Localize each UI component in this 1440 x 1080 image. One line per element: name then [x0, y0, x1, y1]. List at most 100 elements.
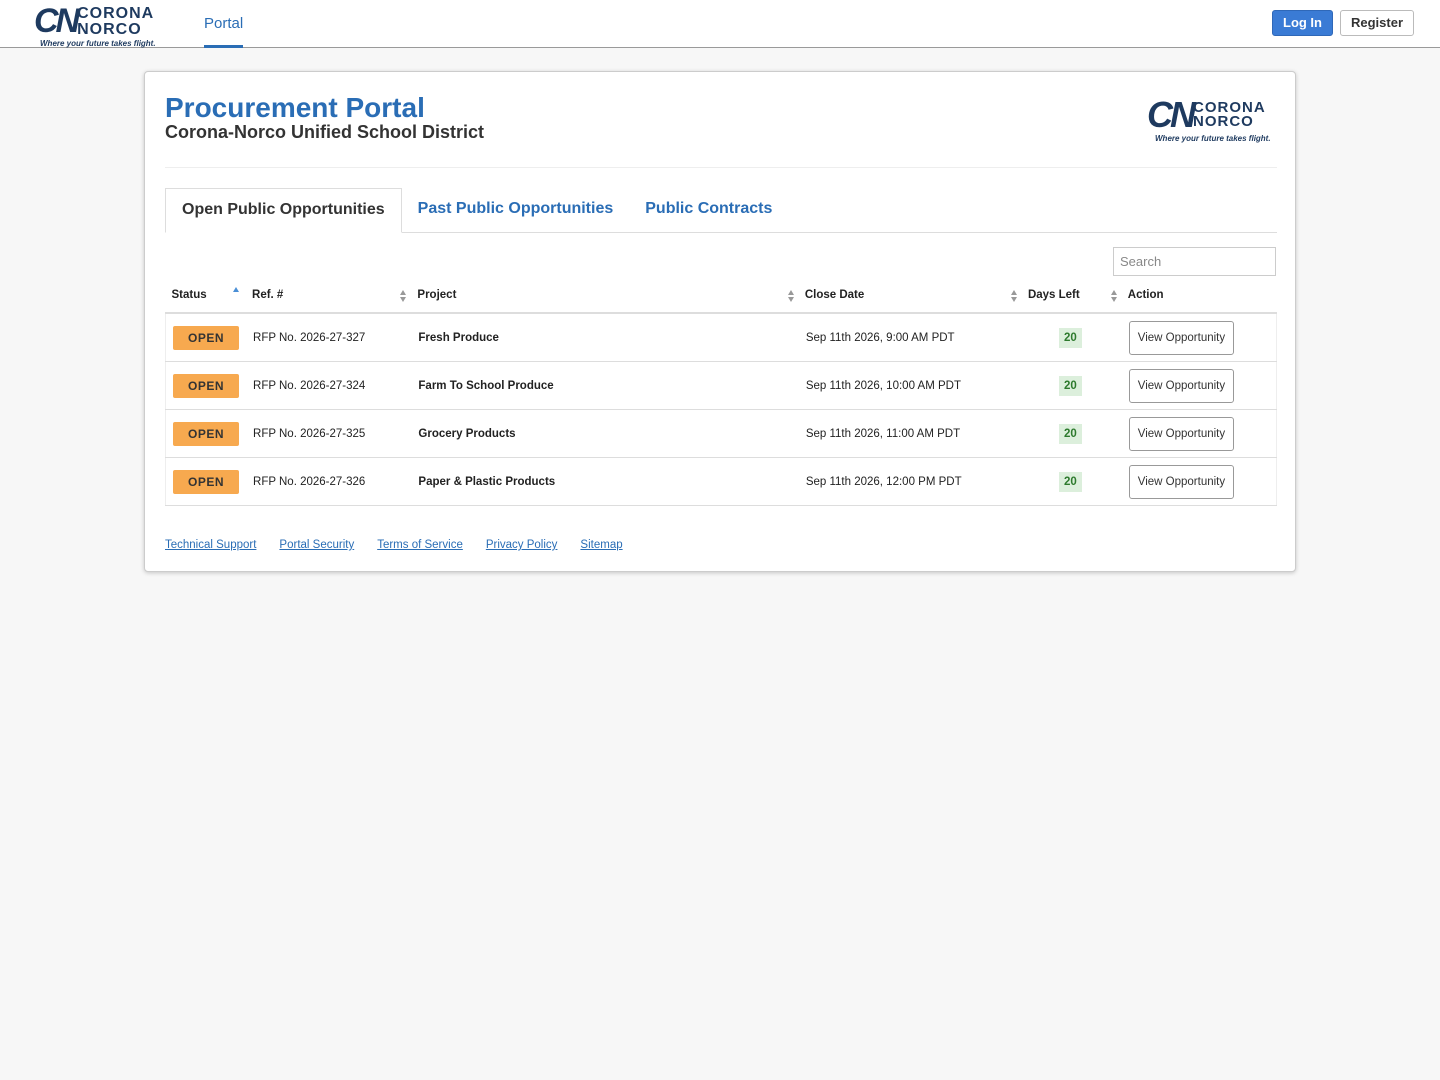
logo-mark: CN [34, 2, 80, 40]
sort-icon[interactable] [399, 289, 407, 303]
footer-link[interactable]: Sitemap [580, 539, 623, 551]
logo-line: NORCO [1193, 113, 1254, 130]
status-badge: OPEN [173, 421, 240, 446]
table-cell: OPEN [165, 409, 247, 458]
table-cell: RFP No. 2026-27-325 [246, 409, 412, 458]
column-header[interactable]: Close Date [798, 278, 1022, 314]
table-cell: RFP No. 2026-27-327 [246, 313, 412, 362]
table-cell: View Opportunity [1121, 313, 1277, 362]
sort-icon[interactable] [232, 286, 240, 300]
ref-number: RFP No. 2026-27-326 [253, 475, 366, 488]
close-date: Sep 11th 2026, 9:00 AM PDT [805, 331, 955, 344]
table-row: OPEN RFP No. 2026-27-326 Paper & Plastic P… [165, 457, 1277, 506]
sort-icon[interactable] [1110, 289, 1118, 303]
logo[interactable]: CN CORONA NORCO Where your future takes … [34, 2, 156, 48]
column-label: Project [417, 289, 457, 301]
page-subtitle: Corona-Norco Unified School District [165, 122, 485, 142]
tab[interactable]: Public Contracts [645, 200, 773, 217]
column-header[interactable]: Ref. # [246, 278, 412, 314]
status-badge: OPEN [173, 469, 240, 494]
logo-tagline: Where your future takes flight. [40, 39, 156, 48]
days-left: 20 [1058, 375, 1082, 396]
column-label: Status [171, 289, 207, 301]
close-date: Sep 11th 2026, 10:00 AM PDT [805, 379, 961, 392]
column-header[interactable]: Project [411, 278, 799, 314]
table-cell: Fresh Produce [411, 313, 799, 362]
project-name: Grocery Products [418, 427, 516, 440]
logo: CN CORONA NORCO Where your future takes … [1147, 94, 1271, 143]
tab[interactable]: Open Public Opportunities [165, 188, 402, 233]
table-cell: Farm To School Produce [411, 361, 799, 410]
ref-number: RFP No. 2026-27-324 [253, 379, 366, 392]
table-cell: Sep 11th 2026, 12:00 PM PDT [798, 457, 1022, 506]
ref-number: RFP No. 2026-27-325 [253, 427, 366, 440]
table-cell: Grocery Products [411, 409, 799, 458]
view-button[interactable]: View Opportunity [1128, 464, 1235, 499]
footer-link[interactable]: Privacy Policy [485, 539, 558, 551]
tab[interactable]: Past Public Opportunities [417, 200, 614, 217]
register-button[interactable]: Register [1340, 10, 1415, 36]
top-bar: CN CORONA NORCO Where your future takes … [0, 0, 1440, 48]
table-row: OPEN RFP No. 2026-27-324 Farm To School Pr… [165, 361, 1277, 410]
table-cell: View Opportunity [1121, 409, 1277, 458]
close-date: Sep 11th 2026, 12:00 PM PDT [805, 475, 962, 488]
view-button[interactable]: View Opportunity [1128, 416, 1235, 451]
logo-words: CORONA NORCO [77, 5, 155, 38]
logo-mark: CN [1147, 94, 1196, 135]
table-cell: OPEN [165, 457, 247, 506]
footer: Technical Support Portal Security Terms of… [165, 539, 623, 551]
ref-number: RFP No. 2026-27-327 [253, 331, 366, 344]
table-cell: 20 [1021, 457, 1122, 506]
logo-line: CORONA [1193, 98, 1266, 116]
table-cell: RFP No. 2026-27-326 [246, 457, 412, 506]
column-header[interactable]: Status [165, 278, 247, 314]
view-button[interactable]: View Opportunity [1128, 320, 1235, 355]
column-label: Action [1127, 289, 1164, 301]
logo-line: CORONA [77, 5, 155, 23]
search-input[interactable] [1113, 247, 1276, 276]
project-name: Farm To School Produce [418, 379, 554, 392]
divider [165, 167, 1277, 168]
table-cell: 20 [1021, 313, 1122, 362]
header-row: Status Ref. # Project Close Date Days Left Ac… [165, 278, 1277, 314]
table-cell: Sep 11th 2026, 11:00 AM PDT [798, 409, 1022, 458]
sort-icon[interactable] [787, 289, 795, 303]
footer-link[interactable]: Technical Support [165, 539, 257, 551]
table-row: OPEN RFP No. 2026-27-325 Grocery Products S… [165, 409, 1277, 458]
table-cell: OPEN [165, 361, 247, 410]
close-date: Sep 11th 2026, 11:00 AM PDT [805, 427, 961, 440]
column-label: Close Date [804, 289, 865, 301]
table-cell: Paper & Plastic Products [411, 457, 799, 506]
table-row: OPEN RFP No. 2026-27-327 Fresh Produce Sep … [165, 313, 1277, 362]
status-badge: OPEN [173, 373, 240, 398]
table-cell: Sep 11th 2026, 9:00 AM PDT [798, 313, 1022, 362]
table-cell: View Opportunity [1121, 361, 1277, 410]
nav-link[interactable]: Portal [204, 0, 244, 48]
view-button[interactable]: View Opportunity [1128, 368, 1235, 403]
logo-line: NORCO [77, 20, 142, 38]
page-title: Procurement Portal [165, 92, 425, 123]
project-name: Fresh Produce [418, 331, 499, 344]
table-cell: 20 [1021, 361, 1122, 410]
days-left: 20 [1058, 327, 1082, 348]
column-header[interactable]: Days Left [1021, 278, 1122, 314]
project-name: Paper & Plastic Products [418, 475, 556, 488]
card: Procurement Portal Corona-Norco Unified … [144, 71, 1296, 572]
days-left: 20 [1058, 423, 1082, 444]
table-cell: OPEN [165, 313, 247, 362]
footer-link[interactable]: Terms of Service [377, 539, 463, 551]
opportunities-table: Status Ref. # Project Close Date Days Left Ac… [165, 278, 1277, 506]
column-label: Days Left [1027, 289, 1080, 301]
login-button[interactable]: Log In [1272, 10, 1333, 36]
table-cell: Sep 11th 2026, 10:00 AM PDT [798, 361, 1022, 410]
sort-icon[interactable] [1010, 289, 1018, 303]
column-label: Ref. # [252, 289, 284, 301]
column-header: Action [1121, 278, 1277, 314]
table-cell: 20 [1021, 409, 1122, 458]
table-cell: View Opportunity [1121, 457, 1277, 506]
footer-link[interactable]: Portal Security [279, 539, 355, 551]
logo-tagline: Where your future takes flight. [1155, 134, 1271, 143]
tabs: Open Public Opportunities Past Public Opp… [165, 188, 1277, 233]
